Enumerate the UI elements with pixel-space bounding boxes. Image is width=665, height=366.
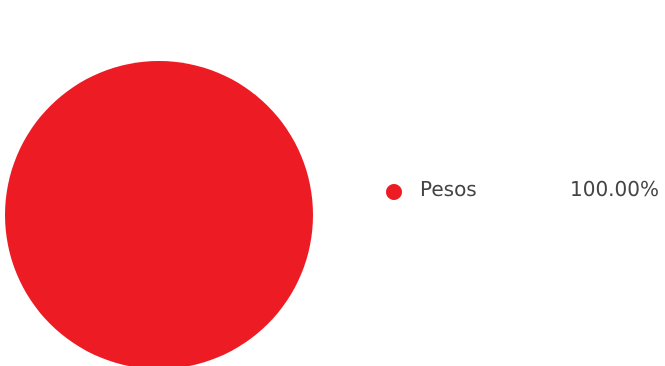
pie-chart [5, 61, 313, 366]
legend: Pesos 100.00% [386, 177, 665, 205]
legend-value-pesos: 100.00% [570, 177, 659, 201]
legend-swatch-pesos [386, 184, 402, 200]
legend-label-pesos: Pesos [420, 177, 477, 201]
pie-slice-pesos [5, 61, 313, 366]
